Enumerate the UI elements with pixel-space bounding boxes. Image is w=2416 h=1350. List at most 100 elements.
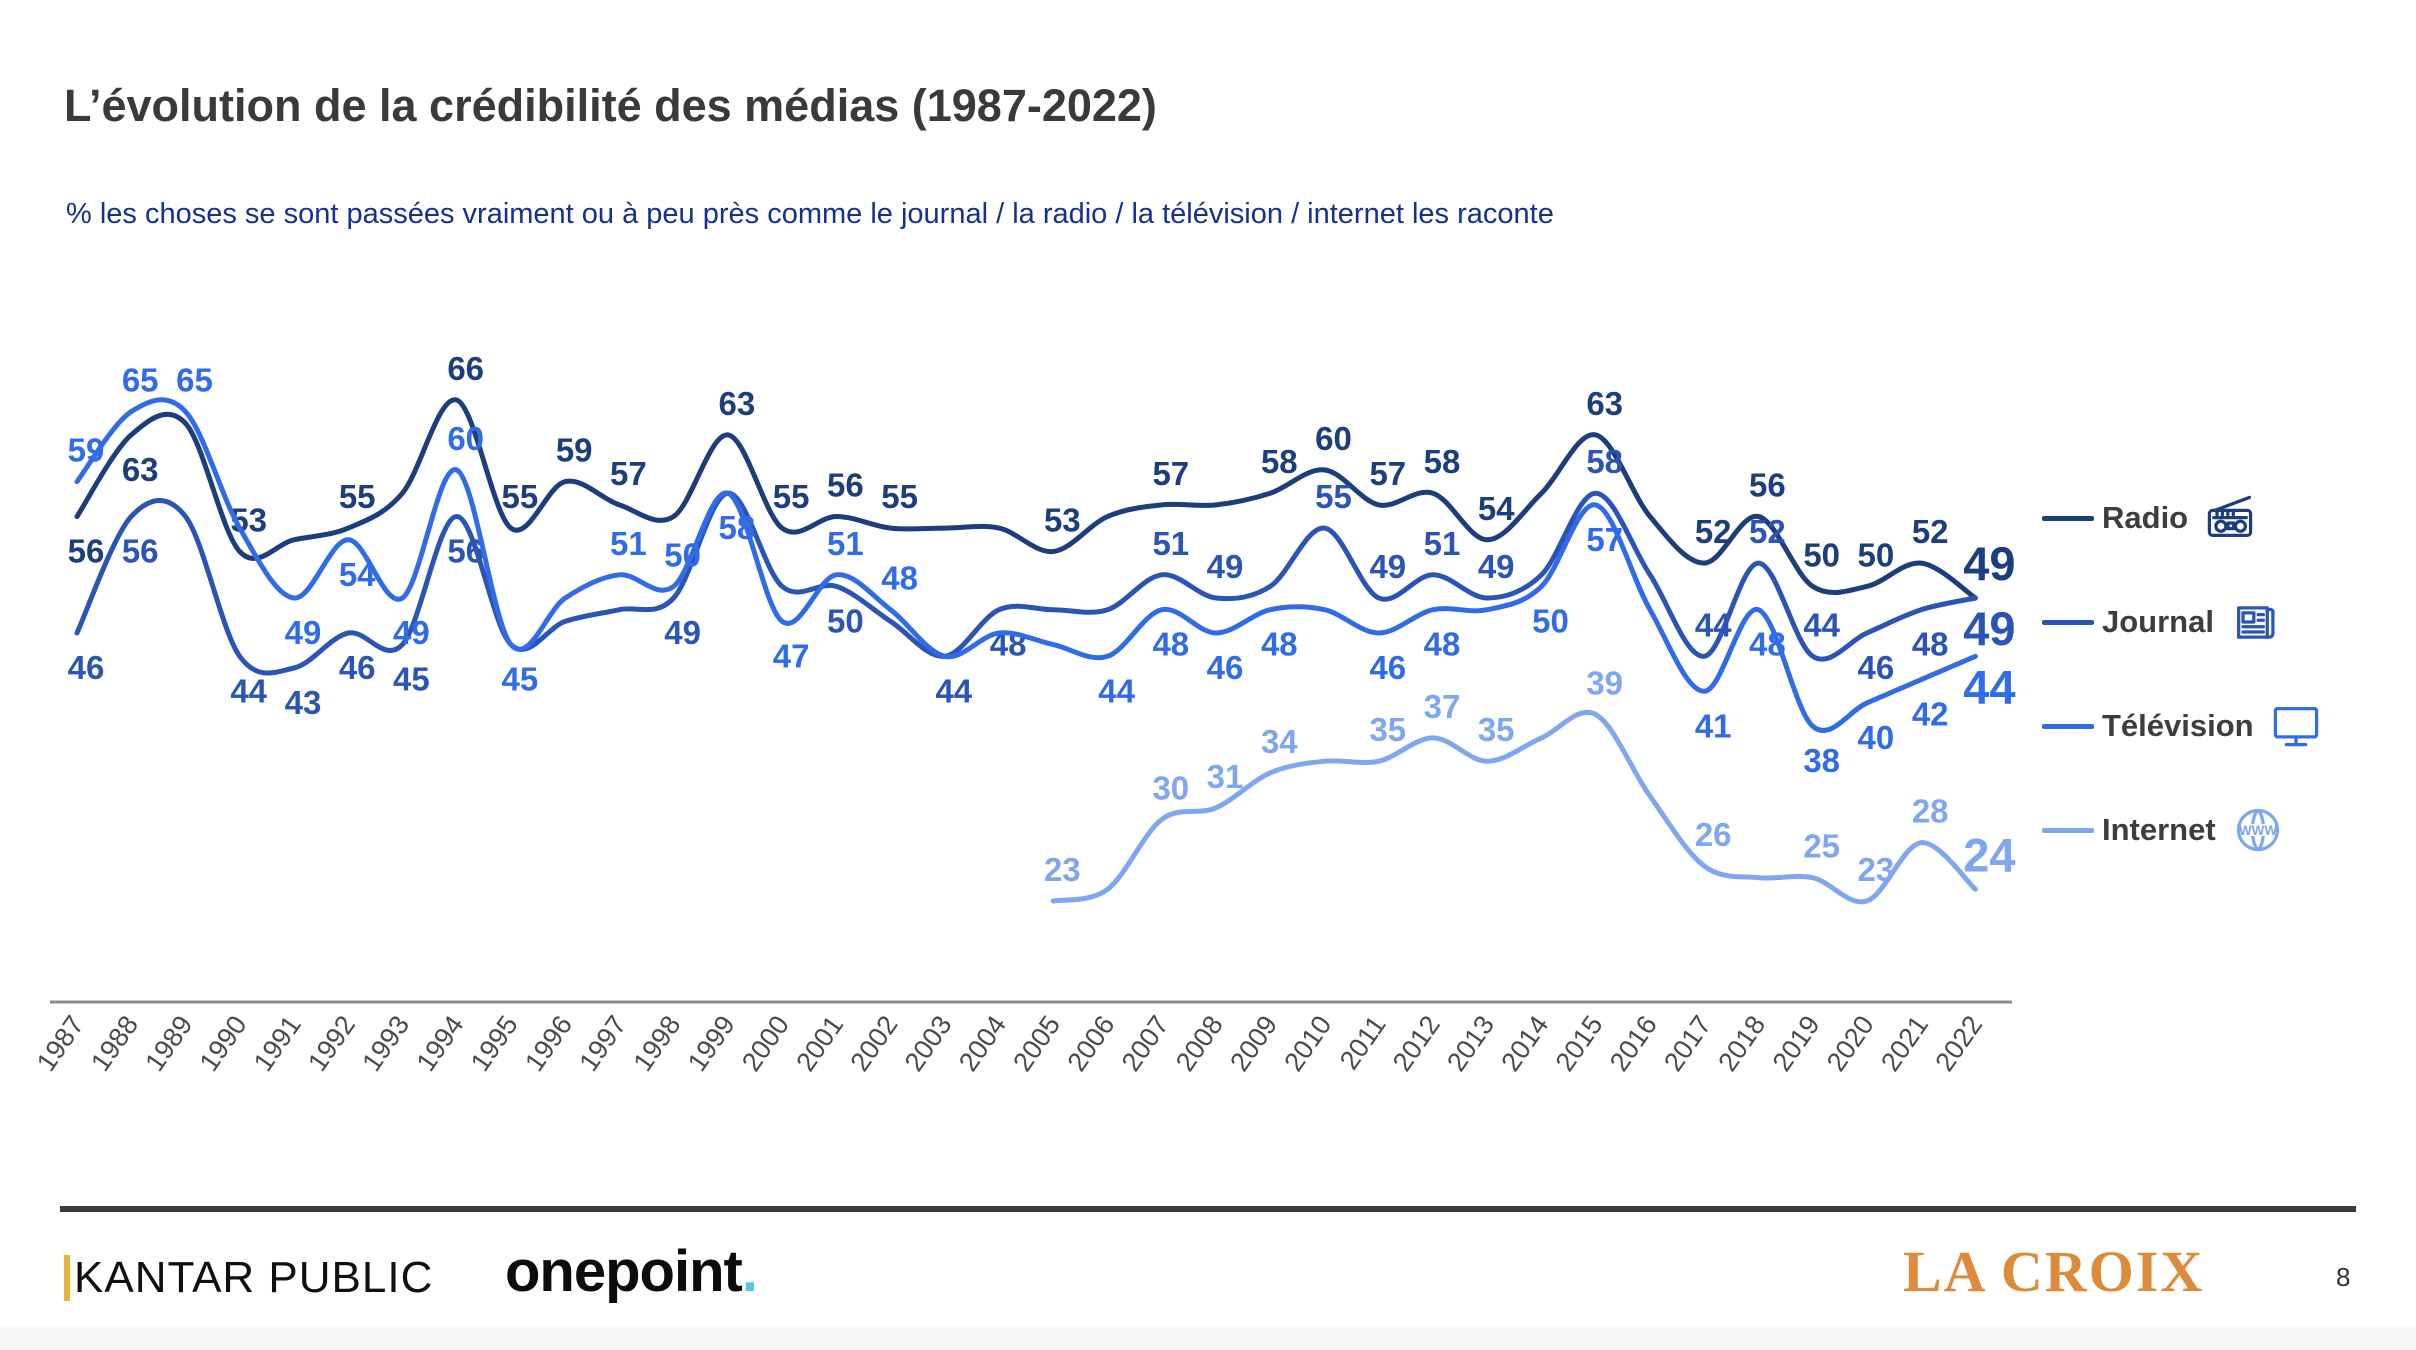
data-label-television-2018: 48 (1749, 626, 1786, 663)
tv-icon (2270, 700, 2322, 752)
legend-swatch-television (2042, 723, 2094, 729)
data-label-television-2001: 51 (827, 525, 864, 562)
x-axis-label-2000: 2000 (736, 1010, 795, 1076)
data-label-journal-2019: 44 (1803, 606, 1840, 643)
data-label-television-2022: 44 (1963, 660, 2015, 713)
data-label-television-1991: 49 (285, 614, 322, 651)
page-number: 8 (2336, 1262, 2351, 1292)
data-label-radio-1988: 63 (122, 451, 159, 488)
data-label-internet-2020: 23 (1858, 851, 1895, 888)
data-label-radio-2010: 60 (1315, 420, 1352, 457)
data-label-journal-1993: 45 (393, 661, 430, 698)
data-label-internet-2009: 34 (1261, 723, 1298, 760)
data-label-internet-2007: 30 (1152, 769, 1189, 806)
x-axis-label-1995: 1995 (465, 1010, 524, 1076)
data-label-television-2017: 41 (1695, 707, 1732, 744)
x-axis-label-1990: 1990 (194, 1010, 253, 1076)
data-label-radio-1994: 66 (447, 350, 484, 387)
x-axis-label-1991: 1991 (248, 1010, 307, 1076)
data-label-radio-2020: 50 (1858, 536, 1895, 573)
globe-icon: WWW (2232, 804, 2284, 856)
x-axis-label-1987: 1987 (31, 1010, 90, 1076)
data-label-radio-1995: 55 (502, 478, 539, 515)
data-label-television-2002: 48 (881, 560, 918, 597)
data-label-television-2019: 38 (1803, 742, 1840, 779)
x-axis-label-2004: 2004 (953, 1010, 1012, 1076)
x-axis-label-2014: 2014 (1495, 1010, 1554, 1076)
page-title: L’évolution de la crédibilité des médias… (64, 80, 1157, 132)
data-label-journal-1992: 46 (339, 649, 376, 686)
x-axis-label-2019: 2019 (1767, 1010, 1826, 1076)
onepoint-logo: onepoint. (505, 1238, 758, 1305)
data-label-internet-2021: 28 (1912, 793, 1949, 830)
series-labels-journal: 46 56 44 43 46 45 56 49 50 44 48 51 49 55 49 51 49 58 44 52… (68, 443, 2016, 721)
data-label-radio-2001: 56 (827, 467, 864, 504)
legend-item-television: Télévision (2042, 700, 2322, 752)
legend-item-radio: Radio (2042, 492, 2322, 544)
data-label-radio-2015: 63 (1586, 385, 1623, 422)
data-label-television-2012: 48 (1424, 626, 1461, 663)
data-label-internet-2017: 26 (1695, 816, 1732, 853)
x-axis-label-2017: 2017 (1658, 1010, 1717, 1076)
data-label-journal-2008: 49 (1207, 548, 1244, 585)
page-subtitle: % les choses se sont passées vraiment ou… (66, 198, 1554, 230)
data-label-radio-1997: 57 (610, 455, 647, 492)
data-label-radio-2012: 58 (1424, 443, 1461, 480)
data-label-radio-1992: 55 (339, 478, 376, 515)
data-label-television-2020: 40 (1858, 719, 1895, 756)
data-label-journal-2018: 52 (1749, 513, 1786, 550)
data-label-internet-2022: 24 (1963, 828, 2015, 881)
data-label-journal-2020: 46 (1858, 649, 1895, 686)
data-label-television-1988: 65 (122, 362, 159, 399)
bottom-strip (0, 1326, 2416, 1350)
onepoint-dot-icon: . (741, 1239, 758, 1304)
data-label-television-2014: 50 (1532, 602, 1569, 639)
legend-label-radio: Radio (2102, 500, 2189, 535)
data-label-television-1989: 65 (176, 362, 213, 399)
data-label-television-2009: 48 (1261, 626, 1298, 663)
data-label-television-2011: 46 (1369, 649, 1406, 686)
data-label-radio-2000: 55 (773, 478, 810, 515)
data-label-internet-2011: 35 (1369, 711, 1406, 748)
data-label-journal-2010: 55 (1315, 478, 1352, 515)
data-label-radio-1987: 56 (68, 533, 105, 570)
legend-item-internet: Internet WWW (2042, 804, 2322, 856)
data-label-television-2021: 42 (1912, 696, 1949, 733)
data-label-television-2000: 47 (773, 637, 810, 674)
data-label-journal-2007: 51 (1152, 525, 1189, 562)
legend-swatch-radio (2042, 515, 2094, 521)
x-axis-label-2016: 2016 (1604, 1010, 1663, 1076)
kantar-logo-text: KANTAR PUBLIC (74, 1253, 434, 1302)
legend-label-internet: Internet (2102, 812, 2216, 847)
kantar-yellow-bar-icon (64, 1255, 70, 1301)
data-label-radio-2011: 57 (1369, 455, 1406, 492)
chart-legend: Radio Journal Télévision Internet WWW (2042, 492, 2322, 856)
data-label-radio-2009: 58 (1261, 443, 1298, 480)
x-axis-label-2003: 2003 (899, 1010, 958, 1076)
x-axis-label-2015: 2015 (1550, 1010, 1609, 1076)
data-label-radio-2007: 57 (1152, 455, 1189, 492)
series-line-television (74, 397, 1978, 733)
x-axis-label-2018: 2018 (1712, 1010, 1771, 1076)
data-label-radio-2021: 52 (1912, 513, 1949, 550)
data-label-internet-2013: 35 (1478, 711, 1515, 748)
data-label-television-1999: 58 (719, 509, 756, 546)
data-label-radio-2013: 54 (1478, 490, 1515, 527)
x-axis-label-2006: 2006 (1061, 1010, 1120, 1076)
newspaper-icon (2230, 596, 2282, 648)
data-label-radio-1996: 59 (556, 432, 593, 469)
data-label-television-1994: 60 (447, 420, 484, 457)
data-label-journal-1990: 44 (230, 672, 267, 709)
x-axis-label-2021: 2021 (1875, 1010, 1934, 1076)
data-label-journal-2013: 49 (1478, 548, 1515, 585)
data-label-television-1987: 59 (68, 432, 105, 469)
data-label-journal-2001: 50 (827, 602, 864, 639)
series-labels-television: 59 65 65 49 54 49 60 45 51 50 58 47 51 48 44 48 46 48 46 48… (68, 362, 2016, 780)
data-label-journal-2012: 51 (1424, 525, 1461, 562)
data-label-radio-2018: 56 (1749, 467, 1786, 504)
la-croix-logo: LA CROIX (1903, 1239, 2205, 1304)
data-label-television-1995: 45 (502, 661, 539, 698)
series-line-journal (74, 490, 1978, 676)
x-axis-labels: 1987198819891990199119921993199419951996… (31, 1010, 1988, 1076)
